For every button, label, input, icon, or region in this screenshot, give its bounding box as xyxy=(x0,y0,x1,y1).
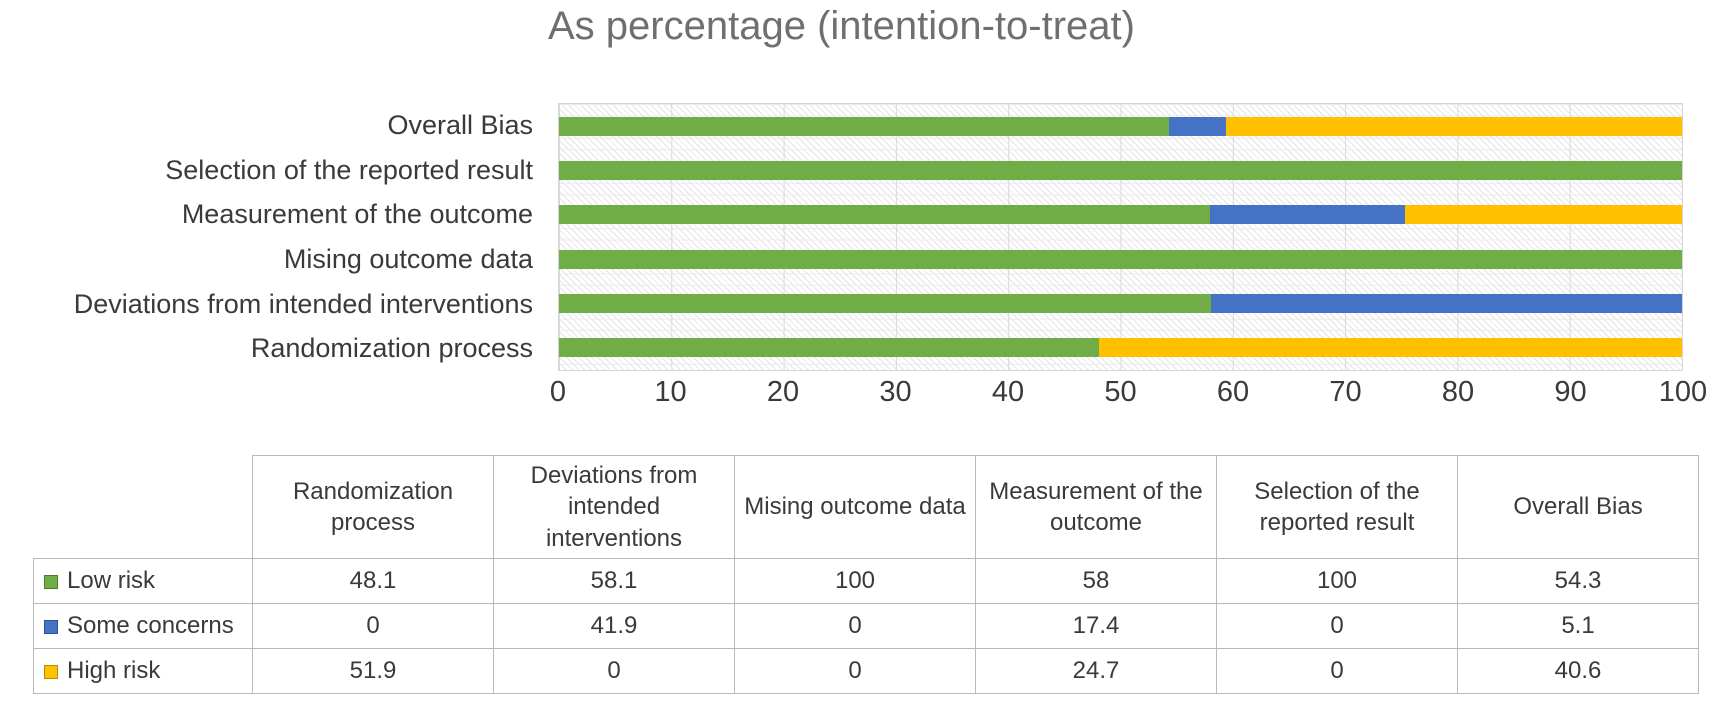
category-axis: Overall Bias Selection of the reported r… xyxy=(0,103,546,371)
bar-segment-low-risk xyxy=(559,205,1210,225)
bar-row-mising-outcome-data xyxy=(559,237,1682,281)
bar-segment-low-risk xyxy=(559,116,1169,136)
x-tick-90: 90 xyxy=(1554,376,1587,408)
column-header-deviations-from-interventions: Deviations from intended interventions xyxy=(493,455,735,559)
legend-label-low-risk: Low risk xyxy=(67,567,156,595)
column-header-randomization-process: Randomization process xyxy=(252,455,494,559)
bar-segment-low-risk xyxy=(559,249,1682,269)
category-label-mising-outcome-data: Mising outcome data xyxy=(283,243,533,274)
value-some-concerns-measurement: 17.4 xyxy=(975,603,1217,649)
bar-overall-bias xyxy=(559,116,1682,136)
bar-segment-high-risk xyxy=(1226,116,1682,136)
table-corner-cell xyxy=(34,456,253,559)
value-low-risk-randomization: 48.1 xyxy=(252,558,494,604)
bar-segment-some-concerns xyxy=(1168,116,1227,136)
value-low-risk-selection: 100 xyxy=(1216,558,1458,604)
table-row-low-risk: Low risk 48.1 58.1 100 58 100 54.3 xyxy=(33,558,1699,604)
x-tick-30: 30 xyxy=(879,376,912,408)
bar-randomization-process xyxy=(559,338,1682,358)
chart-data-table: Randomization process Deviations from in… xyxy=(33,455,1699,694)
category-label-deviations-from-interventions: Deviations from intended interventions xyxy=(73,288,533,319)
column-header-mising-outcome-data: Mising outcome data xyxy=(734,455,976,559)
legend-item-some-concerns: Some concerns xyxy=(33,603,253,649)
value-high-risk-selection: 0 xyxy=(1216,648,1458,694)
column-header-overall-bias: Overall Bias xyxy=(1457,455,1699,559)
x-axis: 0 10 20 30 40 50 60 70 80 90 100 xyxy=(550,376,1707,412)
x-tick-20: 20 xyxy=(766,376,800,408)
table-row-some-concerns: Some concerns 0 41.9 0 17.4 0 5.1 xyxy=(33,603,1699,649)
bar-selection-of-reported-result xyxy=(559,160,1682,180)
x-tick-40: 40 xyxy=(991,376,1025,408)
low-risk-swatch-icon xyxy=(44,575,58,590)
value-high-risk-randomization: 51.9 xyxy=(252,648,494,694)
x-tick-50: 50 xyxy=(1104,376,1137,408)
value-low-risk-overall: 54.3 xyxy=(1457,558,1699,604)
high-risk-swatch-icon xyxy=(44,665,58,680)
x-tick-0: 0 xyxy=(549,376,567,408)
category-label-randomization-process: Randomization process xyxy=(250,333,533,364)
plot-area xyxy=(558,103,1683,371)
value-low-risk-mising: 100 xyxy=(734,558,976,604)
bar-segment-low-risk xyxy=(559,160,1682,180)
value-high-risk-measurement: 24.7 xyxy=(975,648,1217,694)
value-some-concerns-selection: 0 xyxy=(1216,603,1458,649)
bar-segment-high-risk xyxy=(1404,205,1682,225)
legend-label-high-risk: High risk xyxy=(67,657,161,685)
value-some-concerns-mising: 0 xyxy=(734,603,976,649)
x-tick-70: 70 xyxy=(1329,376,1362,408)
table-header-row: Randomization process Deviations from in… xyxy=(34,455,1699,559)
bar-segment-high-risk xyxy=(1099,338,1682,358)
bar-segment-some-concerns xyxy=(1209,205,1405,225)
legend-item-low-risk: Low risk xyxy=(33,558,253,604)
value-high-risk-mising: 0 xyxy=(734,648,976,694)
bar-segment-low-risk xyxy=(559,338,1100,358)
value-high-risk-overall: 40.6 xyxy=(1457,648,1699,694)
bar-measurement-of-outcome xyxy=(559,205,1682,225)
bar-row-selection-of-reported-result xyxy=(559,148,1682,192)
value-low-risk-measurement: 58 xyxy=(975,558,1217,604)
x-tick-10: 10 xyxy=(654,376,687,408)
bar-row-deviations-from-interventions xyxy=(559,281,1682,325)
table-row-high-risk: High risk 51.9 0 0 24.7 0 40.6 xyxy=(33,648,1699,694)
bar-row-measurement-of-outcome xyxy=(559,193,1682,237)
some-concerns-swatch-icon xyxy=(44,620,58,635)
legend-label-some-concerns: Some concerns xyxy=(67,612,234,640)
category-label-measurement-of-outcome: Measurement of the outcome xyxy=(181,199,533,230)
value-low-risk-deviations: 58.1 xyxy=(493,558,735,604)
x-tick-80: 80 xyxy=(1441,376,1475,408)
value-some-concerns-deviations: 41.9 xyxy=(493,603,735,649)
category-label-overall-bias: Overall Bias xyxy=(387,109,533,140)
value-some-concerns-overall: 5.1 xyxy=(1457,603,1699,649)
bar-row-randomization-process xyxy=(559,326,1682,370)
legend-item-high-risk: High risk xyxy=(33,648,253,694)
category-label-selection-of-reported-result: Selection of the reported result xyxy=(165,154,533,185)
bar-mising-outcome-data xyxy=(559,249,1682,269)
value-high-risk-deviations: 0 xyxy=(493,648,735,694)
bar-segment-some-concerns xyxy=(1211,293,1682,313)
x-tick-100: 100 xyxy=(1658,376,1708,408)
column-header-selection-of-reported-result: Selection of the reported result xyxy=(1216,455,1458,559)
column-header-measurement-of-outcome: Measurement of the outcome xyxy=(975,455,1217,559)
x-tick-60: 60 xyxy=(1216,376,1250,408)
bar-segment-low-risk xyxy=(559,293,1212,313)
bar-row-overall-bias xyxy=(559,104,1682,148)
value-some-concerns-randomization: 0 xyxy=(252,603,494,649)
chart-title: As percentage (intention-to-treat) xyxy=(548,4,1135,48)
bar-deviations-from-interventions xyxy=(559,293,1682,313)
